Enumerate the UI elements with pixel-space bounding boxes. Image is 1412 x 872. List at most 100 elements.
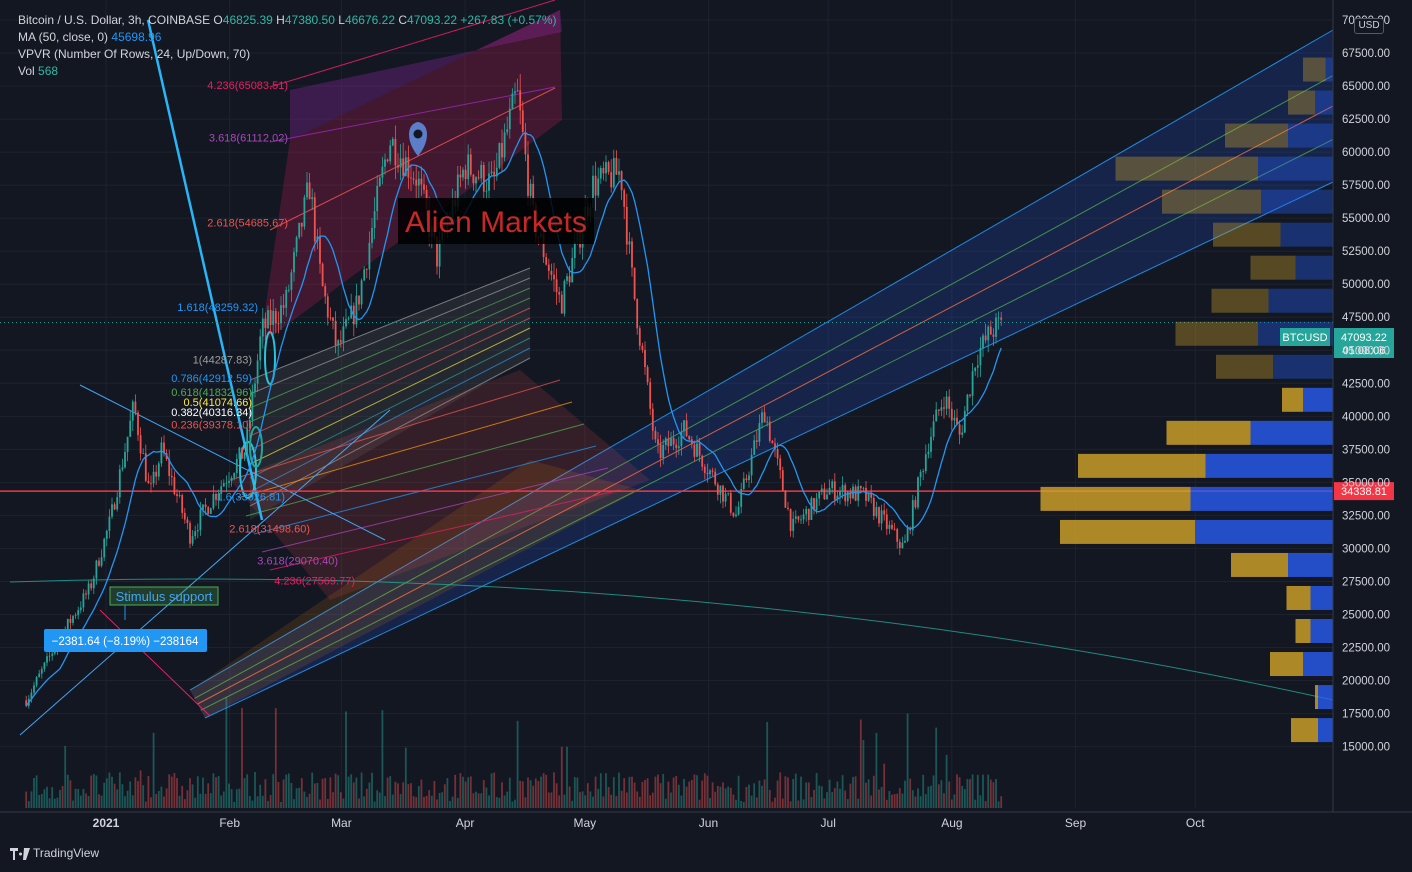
candle-body	[503, 132, 506, 158]
volume-bar	[815, 773, 818, 808]
volume-bar	[235, 789, 238, 808]
candle-body	[594, 175, 597, 196]
fib-lower-line	[229, 379, 561, 481]
candle-body	[672, 438, 675, 445]
volume-bar	[38, 794, 41, 808]
fib-level-label: 0.786(42912.59)	[171, 373, 252, 385]
volume-bar	[638, 796, 641, 808]
volume-bar	[599, 773, 602, 808]
candle-body	[33, 685, 35, 693]
volume-bar	[664, 798, 667, 808]
volume-bar	[87, 795, 90, 808]
legend-vpvr-label[interactable]: VPVR (Number Of Rows, 24, Up/Down, 70)	[18, 47, 251, 61]
candle-body	[46, 656, 48, 663]
volume-bar	[467, 777, 470, 808]
candle-body	[631, 241, 633, 268]
candle-body	[885, 514, 888, 529]
volume-bar	[534, 778, 537, 808]
volume-bar	[594, 776, 597, 808]
volume-bar	[719, 786, 722, 808]
currency-button[interactable]: USD	[1354, 18, 1384, 34]
volume-bar	[274, 708, 277, 808]
candle-body	[989, 326, 992, 335]
candle-body	[719, 485, 722, 495]
candle-body	[391, 138, 394, 146]
volume-bar	[464, 781, 467, 808]
candle-body	[878, 507, 880, 524]
candle-body	[714, 471, 717, 485]
volume-bar	[937, 784, 940, 808]
volume-bar	[280, 801, 282, 808]
volume-bar	[636, 791, 639, 808]
volume-bar	[524, 797, 527, 808]
candle-body	[703, 466, 706, 473]
fib-lower-line	[237, 401, 573, 499]
pin-shape	[409, 122, 427, 156]
candle-body	[209, 508, 212, 514]
legend-vol-label[interactable]: Vol	[18, 64, 35, 78]
y-tick-label: 22500.00	[1342, 643, 1390, 655]
candle-body	[181, 495, 184, 513]
channel-bottom-line	[204, 181, 1334, 719]
volume-bar	[984, 801, 987, 808]
volume-bar	[670, 792, 672, 808]
candle-body	[917, 477, 919, 508]
candle-body	[953, 417, 956, 421]
tradingview-logo[interactable]: TradingView	[10, 846, 99, 860]
volume-bar	[313, 783, 316, 808]
volume-bar	[490, 773, 493, 808]
fib-fan-line	[249, 327, 531, 465]
candle-body	[108, 516, 111, 531]
legend-symbol[interactable]: Bitcoin / U.S. Dollar, 3h, COINBASE	[18, 13, 211, 27]
volume-bar	[932, 775, 935, 808]
volume-bar	[607, 787, 610, 808]
volume-bar	[412, 796, 415, 808]
stimulus-box	[109, 586, 219, 606]
candle-body	[563, 280, 566, 314]
vp-down-bar	[1162, 189, 1261, 214]
volume-bar	[176, 778, 178, 808]
candle-body	[670, 438, 672, 447]
vp-down-bar	[1315, 685, 1318, 710]
ellipse-marker	[249, 426, 263, 468]
candle-body	[215, 494, 217, 500]
volume-bar	[316, 782, 319, 808]
candle-body	[295, 237, 298, 253]
candle-body	[527, 154, 529, 196]
vp-up-bar	[1315, 90, 1333, 115]
volume-bar	[922, 774, 925, 808]
candle-body	[529, 183, 532, 196]
volume-bar	[64, 745, 67, 808]
candle-body	[157, 463, 160, 477]
volume-bar	[423, 796, 425, 808]
candle-body	[919, 472, 922, 478]
candle-body	[945, 396, 948, 409]
volume-bar	[880, 786, 883, 808]
volume-bar	[350, 774, 353, 808]
candle-body	[638, 328, 641, 346]
volume-bar	[183, 799, 186, 808]
volume-bar	[521, 781, 524, 808]
volume-bar	[293, 799, 295, 808]
volume-bar	[662, 773, 665, 808]
volume-bar	[761, 785, 763, 808]
legend-ma-label[interactable]: MA (50, close, 0)	[18, 30, 109, 44]
fib-labels: 4.236(65083.51) 3.618(61112.02) 2.618(5468…	[171, 80, 355, 588]
candle-body	[709, 470, 711, 475]
volume-bar	[659, 783, 662, 808]
y-tick-label: 67500.00	[1342, 48, 1390, 60]
volume-bar	[222, 791, 225, 808]
candle-body	[241, 447, 243, 459]
volume-bar	[906, 713, 909, 808]
candle-body	[332, 317, 334, 321]
candle-body	[378, 177, 381, 186]
volume-bar	[589, 791, 592, 808]
candle-body	[618, 171, 620, 175]
volume-profile	[1040, 57, 1333, 743]
volume-bar	[891, 794, 893, 808]
candle-body	[272, 310, 275, 325]
vp-down-bar	[1213, 222, 1281, 247]
candle-body	[807, 508, 810, 520]
candle-body	[545, 257, 548, 265]
